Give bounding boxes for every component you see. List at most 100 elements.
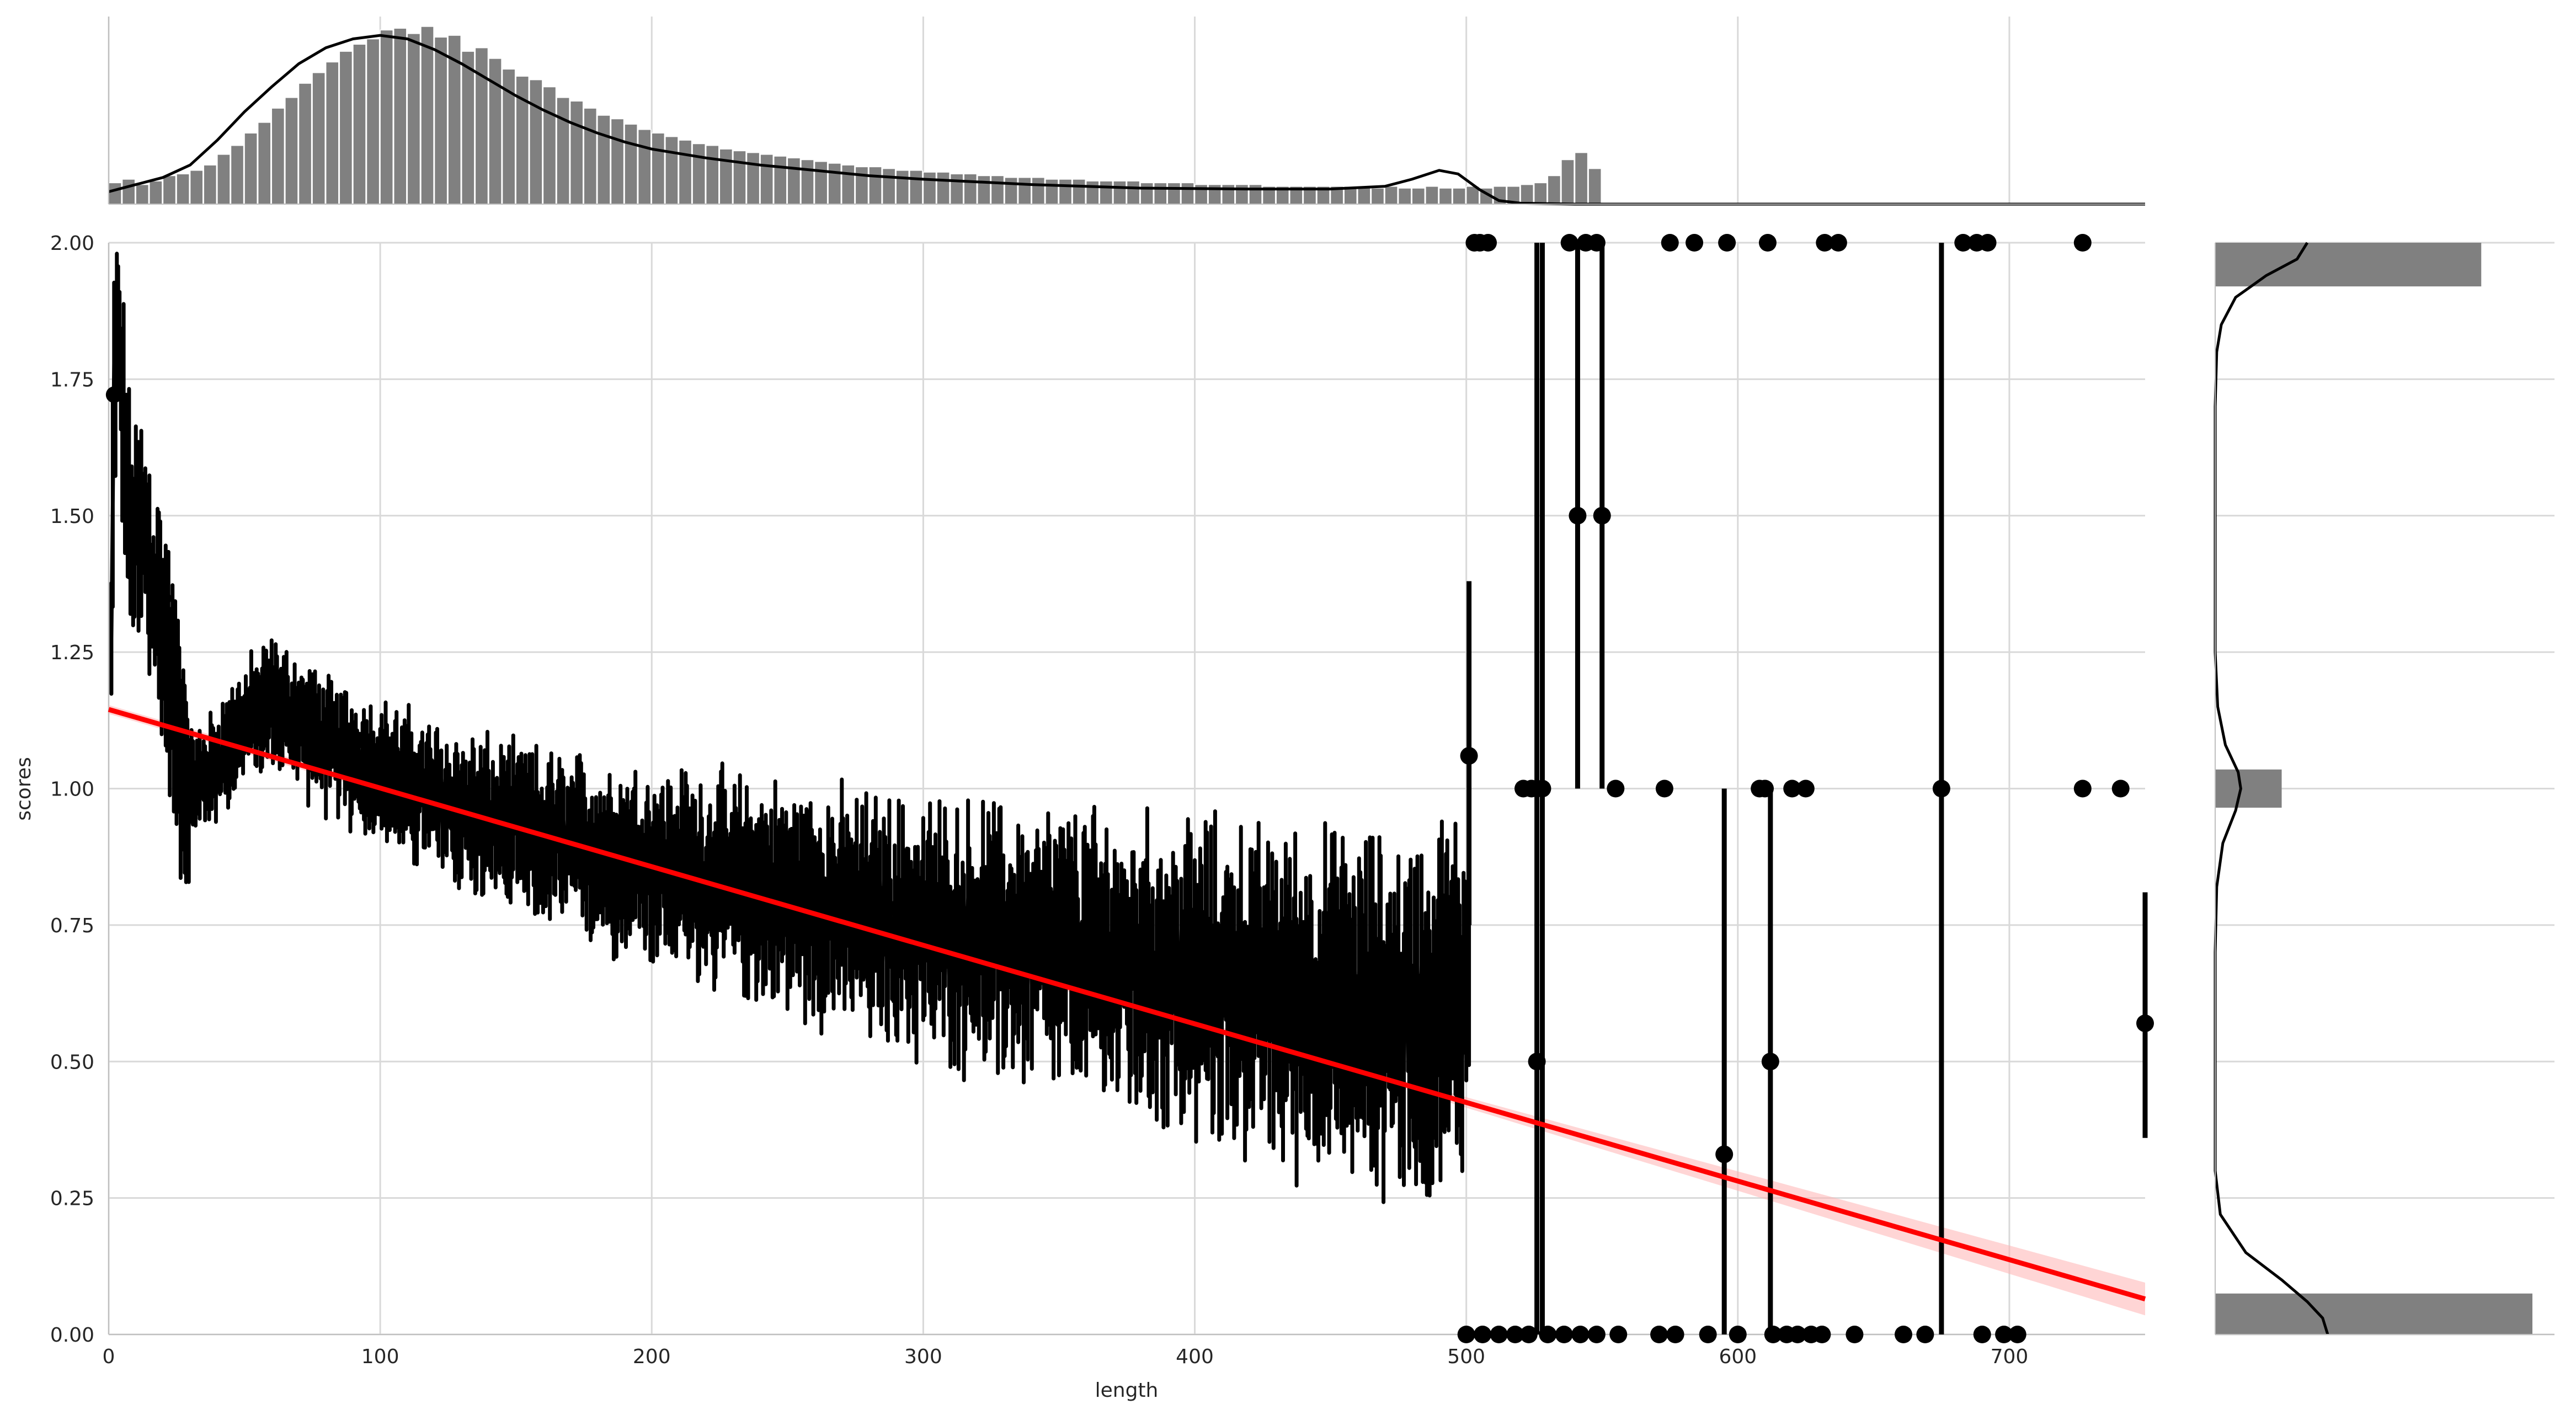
data-point xyxy=(1587,234,1606,252)
x-hist-bar xyxy=(760,154,774,205)
x-hist-bar xyxy=(1140,182,1154,205)
x-hist-bar xyxy=(1547,175,1561,205)
y-tick-label: 0.25 xyxy=(50,1188,94,1210)
data-point xyxy=(1254,1016,1271,1033)
top-marginal xyxy=(108,17,2145,206)
data-point xyxy=(814,876,831,893)
y-tick-label: 2.00 xyxy=(50,232,94,255)
data-point xyxy=(1715,1145,1734,1163)
data-point xyxy=(2073,234,2092,252)
y-tick-label: 0.75 xyxy=(50,915,94,937)
x-hist-bar xyxy=(637,129,652,205)
y-tick-label: 1.50 xyxy=(50,505,94,528)
x-hist-bar xyxy=(895,170,910,205)
x-hist-bar xyxy=(203,164,217,205)
x-tick-label: 200 xyxy=(633,1345,671,1368)
x-hist-bar xyxy=(135,184,150,205)
data-point xyxy=(1796,779,1815,798)
x-hist-bar xyxy=(1153,182,1167,205)
data-point xyxy=(594,829,611,846)
data-point xyxy=(1519,1326,1538,1343)
x-tick-label: 700 xyxy=(1991,1345,2029,1368)
x-hist-bar xyxy=(353,44,366,205)
data-point xyxy=(276,697,294,714)
x-hist-bar xyxy=(257,122,271,205)
x-hist-bar xyxy=(583,108,598,205)
x-hist-bar xyxy=(1113,180,1127,205)
data-point xyxy=(1230,960,1247,978)
y-axis-label: scores xyxy=(13,757,35,821)
x-hist-bar xyxy=(1561,159,1575,205)
x-hist-bar xyxy=(1058,179,1073,205)
x-tick-labels: 0 100 200 300 400 500 600 700 xyxy=(103,1345,2029,1368)
x-hist-bar xyxy=(298,83,312,205)
x-hist-bar xyxy=(1235,184,1249,205)
x-hist-bar xyxy=(1533,182,1548,205)
x-hist-bar xyxy=(773,156,787,205)
x-hist-bar xyxy=(542,86,557,205)
x-hist-bar xyxy=(922,172,937,205)
x-hist-bar xyxy=(325,61,339,205)
x-hist-bar xyxy=(1085,180,1100,205)
data-point xyxy=(228,751,245,768)
x-hist-bar xyxy=(855,166,869,205)
data-point xyxy=(888,900,905,917)
x-hist-bar xyxy=(746,152,760,205)
data-point xyxy=(179,792,196,809)
data-point xyxy=(1756,779,1774,798)
data-point xyxy=(1506,1326,1524,1343)
x-hist-bar xyxy=(733,150,746,205)
data-point xyxy=(1973,1326,1991,1343)
x-hist-bar xyxy=(1370,188,1385,205)
right-marginal xyxy=(2214,242,2554,1336)
data-point xyxy=(1533,779,1551,798)
x-hist-bar xyxy=(1017,177,1032,205)
y-histogram xyxy=(2215,243,2532,1334)
x-hist-bar xyxy=(176,173,190,205)
data-point xyxy=(1655,779,1673,798)
data-point xyxy=(1699,1326,1717,1343)
x-hist-bar xyxy=(597,115,611,205)
data-point xyxy=(1181,946,1198,963)
data-point xyxy=(1560,234,1578,252)
x-hist-bar xyxy=(407,33,421,205)
data-point xyxy=(1609,1326,1628,1343)
data-point xyxy=(1352,980,1369,997)
x-tick-label: 100 xyxy=(361,1345,399,1368)
x-hist-bar xyxy=(1357,186,1371,205)
data-point xyxy=(912,948,929,965)
data-point xyxy=(1490,1326,1508,1343)
x-hist-bar xyxy=(719,148,733,205)
x-hist-bar xyxy=(828,163,842,205)
x-hist-bar xyxy=(1411,188,1426,205)
x-tick-label: 0 xyxy=(103,1345,115,1368)
x-hist-bar xyxy=(665,136,679,205)
data-point xyxy=(1156,993,1174,1010)
x-hist-bar xyxy=(1249,184,1262,205)
data-point xyxy=(1327,982,1345,999)
data-point xyxy=(1555,1326,1573,1343)
data-point xyxy=(375,765,392,782)
data-point xyxy=(204,779,221,797)
data-point xyxy=(1205,969,1222,986)
x-hist-bar xyxy=(380,29,393,205)
y-kde-curve xyxy=(2214,242,2329,1335)
y-hist-bar xyxy=(2215,243,2482,287)
data-point xyxy=(1303,976,1320,994)
data-point xyxy=(1829,234,1847,252)
data-point xyxy=(1059,922,1076,939)
x-hist-bar xyxy=(1167,182,1181,205)
x-hist-bar xyxy=(393,28,407,205)
x-hist-bar xyxy=(909,170,923,205)
x-hist-bar xyxy=(529,79,543,205)
data-point xyxy=(326,738,343,755)
regression-line xyxy=(108,707,2146,1302)
x-hist-bar xyxy=(787,157,801,205)
x-hist-bar xyxy=(312,72,326,205)
x-hist-bar xyxy=(801,159,814,205)
data-point xyxy=(1460,747,1478,765)
data-point xyxy=(1607,779,1625,798)
x-hist-bar xyxy=(1588,168,1602,205)
data-point xyxy=(1783,779,1801,798)
